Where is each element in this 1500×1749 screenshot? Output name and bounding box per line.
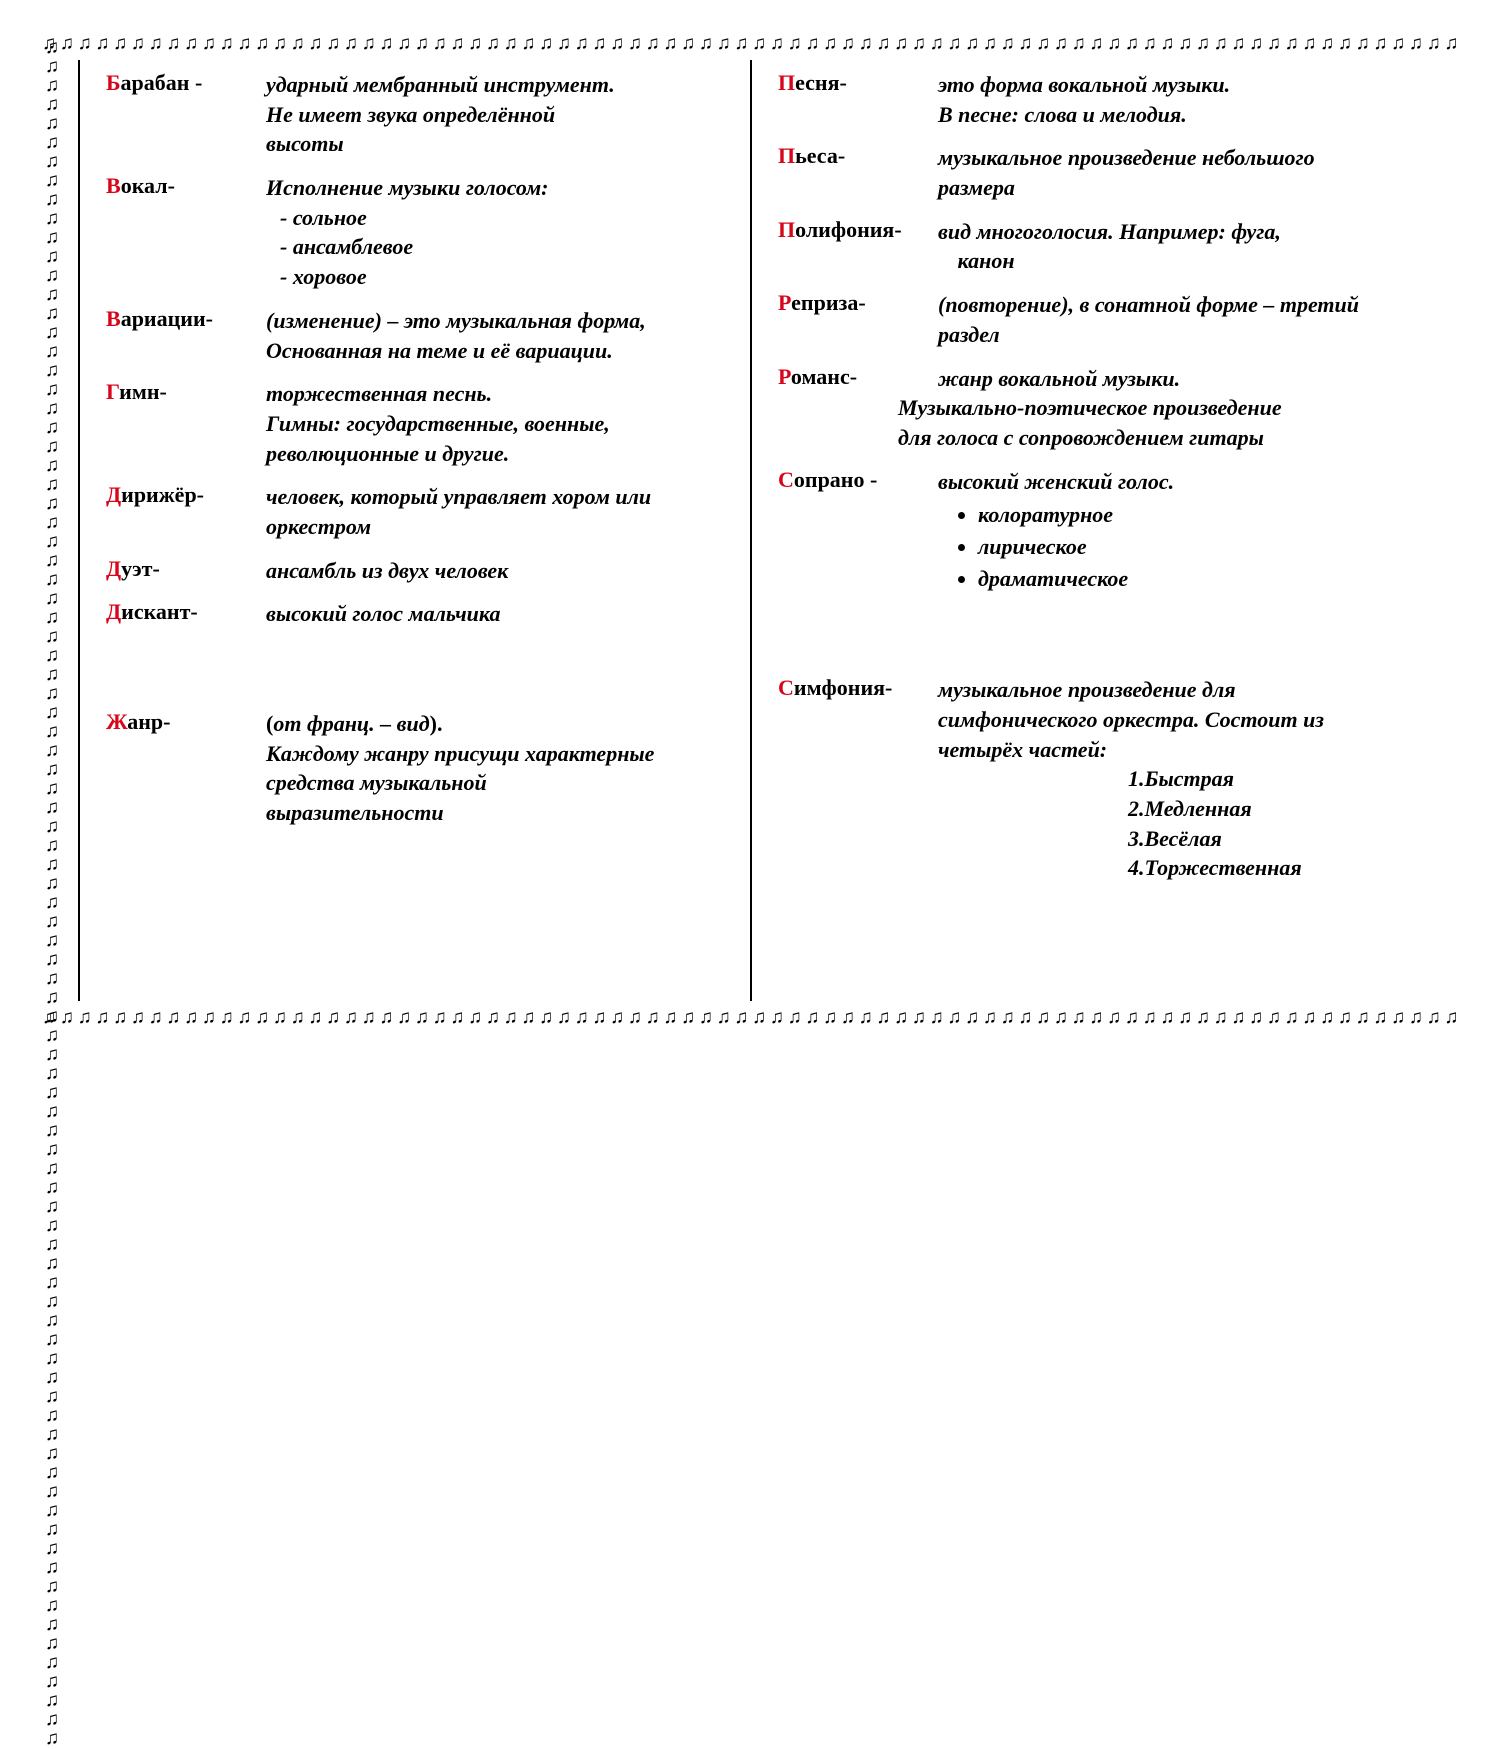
term: Жанр- — [106, 709, 266, 735]
definition: высокий голос мальчика — [266, 599, 732, 629]
definition: Исполнение музыки голосом:- сольное- анс… — [266, 173, 732, 292]
page: ♫♫♫♫♫♫♫♫♫♫♫♫♫♫♫♫♫♫♫♫♫♫♫♫♫♫♫♫♫♫♫♫♫♫♫♫♫♫♫♫… — [0, 0, 1500, 1061]
glossary-entry: Дискант-высокий голос мальчика — [106, 599, 732, 629]
glossary-entry: Гимн-торжественная песнь.Гимны: государс… — [106, 379, 732, 468]
border-right: ♫♫♫♫♫♫♫♫♫♫♫♫♫♫♫♫♫♫♫♫♫♫♫♫♫♫♫♫♫♫♫♫♫♫♫♫♫♫♫♫… — [42, 893, 62, 1748]
term-first-letter: Д — [106, 482, 121, 507]
glossary-entry: Романс-жанр вокальной музыки.Музыкально-… — [778, 364, 1404, 453]
term-first-letter: П — [778, 217, 795, 242]
term-first-letter: Ж — [106, 709, 127, 734]
definition: жанр вокальной музыки.Музыкально-поэтиче… — [938, 364, 1404, 453]
glossary-entry: Барабан -ударный мембранный инструмент.Н… — [106, 70, 732, 159]
definition: (от франц. – вид).Каждому жанру присущи … — [266, 709, 732, 828]
definition: музыкальное произведение длясимфоническо… — [938, 675, 1404, 883]
glossary-entry: Сопрано -высокий женский голос.колоратур… — [778, 467, 1404, 596]
glossary-entry: Симфония-музыкальное произведение длясим… — [778, 675, 1404, 883]
definition: ударный мембранный инструмент.Не имеет з… — [266, 70, 732, 159]
definition: музыкальное произведение небольшогоразме… — [938, 143, 1404, 202]
definition-sub-item: - ансамблевое — [266, 232, 732, 262]
term: Симфония- — [778, 675, 938, 701]
numbered-item: 2.Медленная — [938, 794, 1404, 824]
definition-sub-item: - хоровое — [266, 262, 732, 292]
definition: ансамбль из двух человек — [266, 556, 732, 586]
bullet-item: драматическое — [978, 564, 1404, 594]
term: Песня- — [778, 70, 938, 96]
term: Пьеса- — [778, 143, 938, 169]
definition-sub-item: - сольное — [266, 203, 732, 233]
term: Вариации- — [106, 306, 266, 332]
border-bottom: ♫♫♫♫♫♫♫♫♫♫♫♫♫♫♫♫♫♫♫♫♫♫♫♫♫♫♫♫♫♫♫♫♫♫♫♫♫♫♫♫… — [42, 1008, 1458, 1027]
term-first-letter: Г — [106, 379, 119, 404]
term: Вокал- — [106, 173, 266, 199]
term-first-letter: Р — [778, 290, 791, 315]
term: Романс- — [778, 364, 938, 390]
bullet-list: колоратурноелирическоедраматическое — [978, 500, 1404, 593]
bullet-item: колоратурное — [978, 500, 1404, 530]
term-first-letter: П — [778, 70, 795, 95]
numbered-item: 4.Торжественная — [938, 853, 1404, 883]
term: Дискант- — [106, 599, 266, 625]
term: Реприза- — [778, 290, 938, 316]
border-top: ♫♫♫♫♫♫♫♫♫♫♫♫♫♫♫♫♫♫♫♫♫♫♫♫♫♫♫♫♫♫♫♫♫♫♫♫♫♫♫♫… — [42, 34, 1458, 53]
term: Дуэт- — [106, 556, 266, 582]
definition: (изменение) – это музыкальная форма,Осно… — [266, 306, 732, 365]
term-first-letter: В — [106, 306, 121, 331]
column-right: Песня-это форма вокальной музыки.В песне… — [750, 60, 1422, 1001]
term: Барабан - — [106, 70, 266, 96]
glossary-entry: Вариации-(изменение) – это музыкальная ф… — [106, 306, 732, 365]
term-first-letter: С — [778, 467, 794, 492]
term: Полифония- — [778, 217, 938, 243]
glossary-entry: Полифония-вид многоголосия. Например: фу… — [778, 217, 1404, 276]
definition: вид многоголосия. Например: фуга, канон — [938, 217, 1404, 276]
column-left: Барабан -ударный мембранный инструмент.Н… — [78, 60, 750, 1001]
definition: высокий женский голос.колоратурноелириче… — [938, 467, 1404, 596]
term-first-letter: Б — [106, 70, 121, 95]
glossary-entry: Вокал-Исполнение музыки голосом:- сольно… — [106, 173, 732, 292]
definition: (повторение), в сонатной форме – третийр… — [938, 290, 1404, 349]
definition: это форма вокальной музыки.В песне: слов… — [938, 70, 1404, 129]
term-first-letter: В — [106, 173, 121, 198]
term: Сопрано - — [778, 467, 938, 493]
term-first-letter: С — [778, 675, 794, 700]
term-first-letter: Д — [106, 556, 121, 581]
glossary-entry: Реприза-(повторение), в сонатной форме –… — [778, 290, 1404, 349]
glossary-entry: Дуэт-ансамбль из двух человек — [106, 556, 732, 586]
term: Дирижёр- — [106, 482, 266, 508]
term-first-letter: Д — [106, 599, 121, 624]
definition: человек, который управляет хором илиорке… — [266, 482, 732, 541]
glossary-entry: Песня-это форма вокальной музыки.В песне… — [778, 70, 1404, 129]
glossary-entry: Дирижёр-человек, который управляет хором… — [106, 482, 732, 541]
glossary-entry: Пьеса-музыкальное произведение небольшог… — [778, 143, 1404, 202]
term-first-letter: П — [778, 143, 795, 168]
bullet-item: лирическое — [978, 532, 1404, 562]
numbered-item: 1.Быстрая — [938, 764, 1404, 794]
term-first-letter: Р — [778, 364, 791, 389]
border-left: ♫♫♫♫♫♫♫♫♫♫♫♫♫♫♫♫♫♫♫♫♫♫♫♫♫♫♫♫♫♫♫♫♫♫♫♫♫♫♫♫… — [42, 38, 62, 893]
glossary-entry: Жанр-(от франц. – вид).Каждому жанру при… — [106, 709, 732, 828]
content: Барабан -ударный мембранный инструмент.Н… — [78, 60, 1422, 1001]
numbered-item: 3.Весёлая — [938, 824, 1404, 854]
definition: торжественная песнь.Гимны: государственн… — [266, 379, 732, 468]
term: Гимн- — [106, 379, 266, 405]
